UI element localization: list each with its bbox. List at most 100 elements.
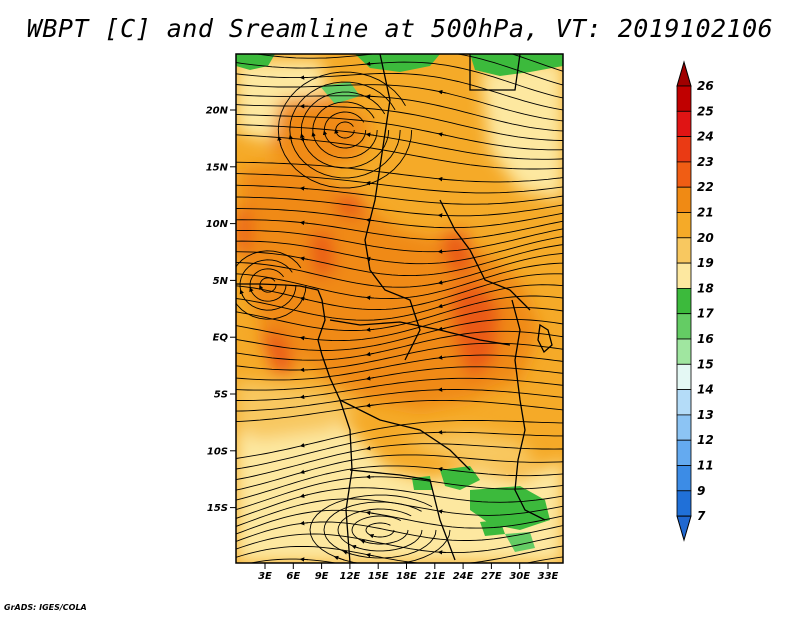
field-region-hot [260, 330, 295, 375]
lon-label: 15E [368, 571, 389, 582]
lon-label: 18E [396, 571, 417, 582]
longitude-axis: 3E 6E 9E 12E 15E 18E 21E 24E 27E 30E 33E [258, 563, 559, 582]
lat-label: 10N [206, 219, 229, 230]
streamline-arrow [437, 89, 447, 95]
green-patches [236, 54, 563, 552]
lat-label: EQ [213, 333, 229, 344]
streamline [236, 399, 563, 423]
coastline-west [236, 283, 353, 563]
lat-label: 15S [207, 503, 228, 514]
lat-label: 5N [213, 276, 229, 287]
streamline [236, 431, 563, 470]
streamline-arrow [365, 327, 375, 332]
streamline-arrow [249, 287, 254, 293]
field-region-green [505, 532, 535, 552]
field-region-light [236, 395, 563, 563]
streamline-arrow [360, 539, 367, 544]
streamline [236, 454, 563, 491]
border-line [469, 54, 521, 91]
streamline-arrow [365, 510, 375, 516]
colorbar-swatch [676, 338, 692, 365]
streamline-arrow [299, 186, 309, 191]
streamline-arrow [299, 469, 309, 474]
streamline-arrow [365, 132, 375, 137]
streamline [365, 522, 395, 538]
streamline-arrow [365, 376, 375, 381]
streamline-arrow [277, 136, 282, 147]
lon-label: 30E [509, 571, 530, 582]
colorbar-bottom-arrow [676, 515, 692, 542]
streamline-arrow [437, 176, 447, 182]
streamline-arrow [437, 355, 447, 360]
border-line [439, 199, 531, 311]
colorbar-label: 14 [697, 383, 714, 397]
colorbar-swatch [676, 262, 692, 289]
streamline-arrow [365, 552, 375, 558]
lon-label: 9E [315, 571, 329, 582]
colorbar-label: 22 [697, 180, 714, 194]
streamline-arrow [299, 220, 309, 226]
colorbar-swatch [676, 363, 692, 390]
streamline-arrow [365, 256, 375, 262]
colorbar-label: 11 [697, 459, 714, 473]
border-line [364, 54, 421, 361]
streamline-arrow [342, 550, 352, 555]
streamline [236, 443, 563, 481]
streamline-arrow [231, 294, 233, 300]
colorbar-swatch [676, 490, 692, 517]
colorbar-top-arrow [676, 60, 692, 87]
field-region-green [320, 82, 360, 104]
streamline-arrow [437, 280, 447, 285]
lon-label: 21E [424, 571, 445, 582]
streamline-arrow [299, 442, 309, 448]
streamline [236, 307, 563, 342]
lon-label: 6E [286, 571, 300, 582]
colorbar-swatch [676, 414, 692, 441]
credit-label: GrADS: IGES/COLA [4, 603, 87, 612]
colorbar-label: 19 [697, 256, 714, 270]
streamline-arrow [322, 130, 328, 136]
chart-title: WBPT [C] and Sreamline at 500hPa, VT: 20… [26, 14, 774, 43]
streamline [337, 508, 423, 552]
streamline-arrow [365, 217, 375, 223]
streamline [236, 366, 563, 391]
lat-label: 15N [206, 162, 229, 173]
streamlines [231, 54, 563, 563]
colorbar-label: 12 [697, 433, 714, 447]
streamline [236, 113, 563, 151]
lon-label: 12E [340, 571, 361, 582]
streamline [236, 389, 563, 412]
colorbar-swatch [676, 439, 692, 466]
streamline-arrow [299, 335, 309, 341]
field-region-green [355, 54, 440, 72]
streamline-arrow [311, 131, 316, 139]
streamline-arrow [299, 520, 309, 526]
lake-outline [537, 323, 553, 354]
streamline [236, 61, 563, 99]
streamline [236, 252, 563, 288]
colorbar-label: 9 [697, 484, 705, 498]
streamline [236, 123, 563, 160]
colorbar-swatch [676, 465, 692, 492]
streamline [236, 273, 563, 311]
border-line [329, 319, 511, 346]
map-frame [235, 53, 564, 564]
colorbar-swatch [676, 136, 692, 163]
streamline [236, 545, 563, 563]
streamline-arrow [365, 446, 375, 451]
lat-label: 5S [214, 390, 228, 401]
lon-label: 24E [453, 571, 474, 582]
streamline [309, 494, 451, 563]
streamline [236, 318, 563, 351]
colorbar-label: 21 [697, 206, 714, 220]
field-region-light [480, 60, 563, 200]
colorbar-swatch [676, 212, 692, 239]
streamline-arrow [288, 134, 294, 144]
field-region-hot [310, 230, 335, 280]
field-region-hot [335, 195, 365, 218]
streamline-arrow [239, 289, 244, 296]
streamline [236, 262, 563, 300]
colorbar-label: 16 [697, 332, 714, 346]
streamline-arrow [299, 394, 309, 400]
streamline-arrow [333, 555, 345, 561]
